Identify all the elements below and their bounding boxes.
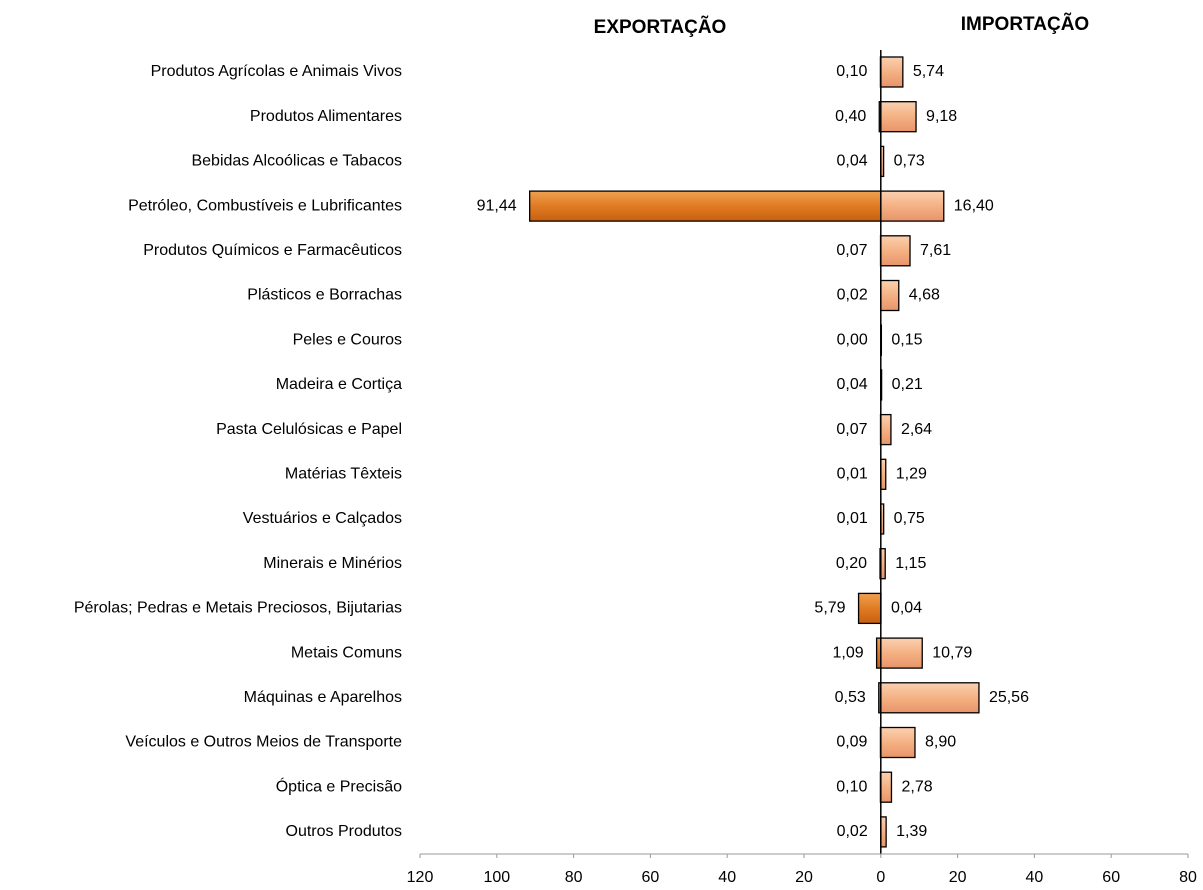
value-label: 7,61 (920, 242, 951, 259)
value-label: 1,39 (896, 823, 927, 840)
value-label: 5,74 (913, 63, 944, 80)
value-label: 2,64 (901, 421, 932, 438)
value-label: 5,79 (814, 600, 845, 617)
x-tick-label: 100 (483, 869, 510, 886)
value-label: 0,40 (835, 108, 866, 125)
bar (880, 682, 980, 714)
value-label: 0,01 (837, 466, 868, 483)
value-label: 0,04 (837, 153, 868, 170)
value-label: 25,56 (989, 689, 1029, 706)
category-label: Madeira e Cortiça (276, 376, 402, 393)
value-label: 0,02 (837, 287, 868, 304)
value-label: 0,02 (837, 823, 868, 840)
value-label: 4,68 (909, 287, 940, 304)
bar (880, 101, 917, 133)
value-label: 0,75 (894, 510, 925, 527)
bar (880, 56, 904, 88)
category-label: Veículos e Outros Meios de Transporte (125, 734, 402, 751)
category-label: Pérolas; Pedras e Metais Preciosos, Biju… (74, 600, 402, 617)
x-tick-label: 120 (407, 869, 434, 886)
value-label: 16,40 (954, 197, 994, 214)
value-label: 0,00 (837, 331, 868, 348)
category-label: Minerais e Minérios (263, 555, 402, 572)
value-label: 10,79 (932, 644, 972, 661)
x-tick-label: 80 (565, 869, 583, 886)
value-label: 9,18 (926, 108, 957, 125)
x-tick-label: 0 (876, 869, 885, 886)
category-label: Óptica e Precisão (276, 776, 402, 795)
value-label: 0,10 (836, 63, 867, 80)
category-label: Produtos Químicos e Farmacêuticos (143, 242, 402, 259)
value-label: 0,73 (894, 153, 925, 170)
category-label: Máquinas e Aparelhos (244, 689, 402, 706)
value-label: 0,01 (837, 510, 868, 527)
value-label: 0,20 (836, 555, 867, 572)
bar (880, 190, 945, 222)
value-label: 2,78 (901, 778, 932, 795)
bar (880, 235, 911, 267)
category-label: Petróleo, Combustíveis e Lubrificantes (128, 197, 402, 214)
value-label: 1,15 (895, 555, 926, 572)
value-label: 1,09 (832, 644, 863, 661)
x-tick-label: 20 (795, 869, 813, 886)
category-label: Produtos Agrícolas e Animais Vivos (151, 63, 402, 80)
value-label: 8,90 (925, 734, 956, 751)
category-label: Produtos Alimentares (250, 108, 402, 125)
x-tick-label: 60 (642, 869, 660, 886)
category-label: Pasta Celulósicas e Papel (216, 421, 402, 438)
category-label: Peles e Couros (293, 331, 402, 348)
bar (880, 726, 916, 759)
bar (880, 279, 900, 312)
value-label: 0,10 (836, 778, 867, 795)
bar (857, 592, 882, 625)
bar (880, 413, 892, 446)
bar (880, 816, 887, 848)
x-tick-label: 40 (1026, 869, 1044, 886)
value-label: 0,15 (891, 331, 922, 348)
value-label: 0,07 (836, 242, 867, 259)
x-tick-label: 20 (949, 869, 967, 886)
bar (880, 637, 923, 669)
value-label: 0,04 (837, 376, 868, 393)
category-label: Metais Comuns (291, 644, 402, 661)
x-tick-label: 80 (1179, 869, 1197, 886)
value-label: 0,09 (836, 734, 867, 751)
value-label: 0,04 (891, 600, 922, 617)
value-label: 0,07 (836, 421, 867, 438)
bar (529, 190, 882, 222)
category-label: Outros Produtos (286, 823, 403, 840)
category-label: Plásticos e Borrachas (247, 287, 402, 304)
value-label: 0,21 (892, 376, 923, 393)
category-label: Bebidas Alcoólicas e Tabacos (191, 153, 402, 170)
x-tick-label: 40 (718, 869, 736, 886)
category-label: Vestuários e Calçados (243, 510, 402, 527)
value-label: 91,44 (477, 197, 517, 214)
bar (880, 771, 893, 803)
value-label: 1,29 (896, 466, 927, 483)
series-title: EXPORTAÇÃO (594, 16, 727, 38)
value-label: 0,53 (835, 689, 866, 706)
series-title: IMPORTAÇÃO (961, 13, 1089, 35)
x-tick-label: 60 (1102, 869, 1120, 886)
category-label: Matérias Têxteis (285, 466, 402, 483)
